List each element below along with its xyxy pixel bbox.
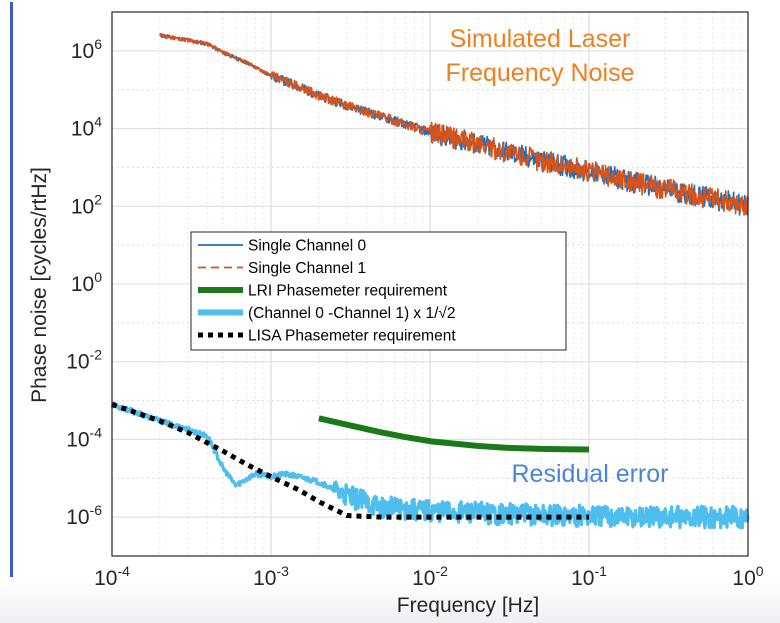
annotation-text-0-0: Simulated Laser: [450, 25, 631, 53]
annotation-text-0-1: Frequency Noise: [446, 59, 635, 87]
y-tick-label: 10-4: [66, 424, 102, 451]
series-group: [110, 32, 750, 530]
y-tick-label: 102: [71, 191, 102, 218]
y-tick-label: 106: [71, 36, 102, 63]
annotations: Simulated Laser Frequency Noise Residual e…: [446, 25, 669, 488]
legend-label-0: Single Channel 0: [248, 238, 366, 255]
y-tick-label: 10-2: [66, 347, 102, 374]
y-tick-label: 104: [71, 114, 102, 141]
legend-label-3: (Channel 0 -Channel 1) x 1/√2: [248, 305, 456, 322]
y-tick-label: 10-6: [66, 502, 102, 529]
x-axis-label: Frequency [Hz]: [397, 594, 539, 617]
legend: Single Channel 0 Single Channel 1 LRI Phas…: [190, 231, 567, 351]
annotation-text-1-0: Residual error: [511, 460, 668, 488]
x-tick-label: 10-4: [94, 563, 130, 590]
series-line-4: [111, 401, 589, 520]
legend-label-4: LISA Phasemeter requirement: [248, 328, 456, 345]
x-tick-label: 100: [732, 563, 763, 590]
plot-frame: [111, 11, 749, 557]
x-tick-label: 10-1: [571, 563, 607, 590]
x-tick-label: 10-2: [412, 563, 448, 590]
slide-left-rule: [10, 2, 13, 577]
legend-label-1: Single Channel 1: [248, 260, 366, 277]
series-line-1: [159, 32, 749, 216]
y-tick-label: 100: [71, 269, 102, 296]
legend-box: [190, 231, 567, 351]
series-line-2: [318, 415, 590, 453]
x-tick-label: 10-3: [253, 563, 289, 590]
series-line-3: [110, 401, 750, 530]
y-axis-label: Phase noise [cycles/rtHz]: [28, 167, 51, 403]
legend-label-2: LRI Phasemeter requirement: [248, 283, 448, 300]
tick-labels: 10-4 10-3 10-2 10-1 100 106 104 102 100 10-2 10-4 1…: [66, 36, 764, 590]
slide-bottom-band: [0, 580, 780, 623]
